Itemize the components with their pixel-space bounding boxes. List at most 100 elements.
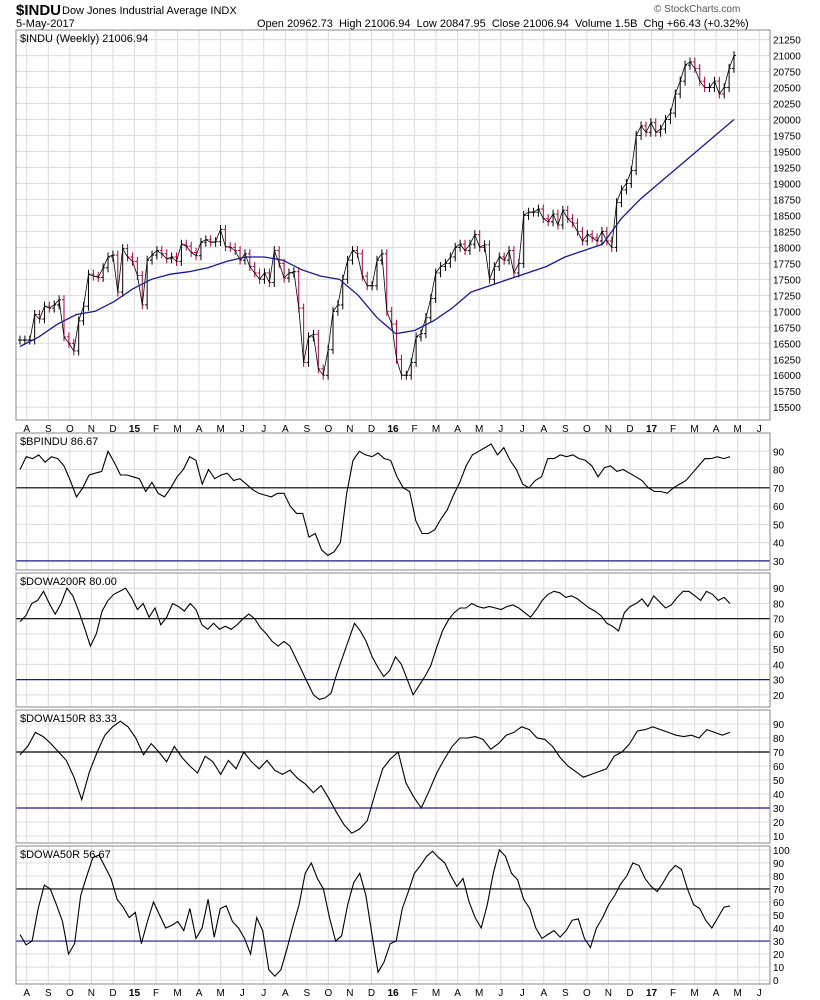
y-tick-label: 16750	[773, 323, 801, 334]
x-tick-label: J	[261, 424, 266, 435]
y-tick-label: 50	[773, 645, 785, 656]
x-tick-label: M	[173, 988, 181, 999]
y-tick-label: 15750	[773, 387, 801, 398]
y-tick-label: 19750	[773, 131, 801, 142]
x-tick-label: N	[605, 424, 612, 435]
x-tick-label: A	[713, 988, 720, 999]
y-tick-label: 16000	[773, 371, 801, 382]
y-tick-label: 50	[773, 776, 785, 787]
x-tick-label: M	[475, 424, 483, 435]
y-tick-label: 17250	[773, 291, 801, 302]
x-tick-label: A	[454, 988, 461, 999]
y-tick-label: 90	[773, 720, 785, 731]
brand-credit: © StockCharts.com	[654, 4, 741, 15]
y-tick-label: 70	[773, 748, 785, 759]
y-tick-label: 90	[773, 447, 785, 458]
panel-label: $INDU (Weekly) 21006.94	[20, 33, 148, 45]
x-tick-label: M	[432, 424, 440, 435]
x-tick-label: N	[88, 988, 95, 999]
x-tick-label: N	[346, 424, 353, 435]
y-tick-label: 19500	[773, 147, 801, 158]
y-tick-label: 20250	[773, 100, 801, 111]
x-tick-label: S	[562, 424, 569, 435]
y-tick-label: 18500	[773, 211, 801, 222]
x-tick-label: M	[690, 424, 698, 435]
y-tick-label: 20	[773, 691, 785, 702]
x-tick-label: F	[670, 424, 676, 435]
x-tick-label: O	[324, 424, 332, 435]
x-tick-label: 15	[129, 424, 141, 435]
x-tick-label: J	[520, 988, 525, 999]
x-tick-label: D	[109, 424, 116, 435]
x-tick-label: S	[45, 424, 52, 435]
y-tick-label: 18000	[773, 243, 801, 254]
x-tick-label: O	[583, 988, 591, 999]
y-tick-label: 30	[773, 937, 785, 948]
x-tick-label: O	[324, 988, 332, 999]
y-tick-label: 17750	[773, 259, 801, 270]
y-tick-label: 30	[773, 804, 785, 815]
x-tick-label: F	[153, 988, 159, 999]
x-tick-label: N	[88, 424, 95, 435]
breadth-indicator-line	[19, 587, 731, 701]
panel-frame	[15, 845, 771, 985]
x-tick-label: O	[66, 424, 74, 435]
x-tick-label: A	[282, 988, 289, 999]
moving-average-line	[19, 119, 735, 348]
x-tick-label: S	[45, 988, 52, 999]
x-tick-label: N	[605, 988, 612, 999]
y-tick-label: 18750	[773, 195, 801, 206]
y-tick-label: 21000	[773, 52, 801, 63]
x-tick-label: F	[411, 988, 417, 999]
y-tick-label: 50	[773, 911, 785, 922]
x-tick-label: M	[734, 424, 742, 435]
y-tick-label: 90	[773, 584, 785, 595]
y-tick-label: 60	[773, 898, 785, 909]
y-tick-label: 80	[773, 734, 785, 745]
y-tick-label: 80	[773, 599, 785, 610]
x-tick-label: D	[109, 988, 116, 999]
y-tick-label: 40	[773, 660, 785, 671]
x-tick-label: M	[475, 988, 483, 999]
panel-label: $BPINDU 86.67	[20, 436, 98, 448]
x-tick-label: J	[498, 424, 503, 435]
x-tick-label: D	[368, 988, 375, 999]
panel-frame	[15, 29, 771, 421]
breadth-indicator-line	[19, 443, 731, 557]
x-tick-label: J	[240, 988, 245, 999]
x-tick-label: 15	[129, 988, 141, 999]
y-tick-label: 20	[773, 818, 785, 829]
x-tick-label: S	[562, 988, 569, 999]
x-tick-label: F	[411, 424, 417, 435]
panel-label: $DOWA200R 80.00	[20, 576, 117, 588]
y-tick-label: 80	[773, 466, 785, 477]
y-tick-label: 50	[773, 520, 785, 531]
y-tick-label: 40	[773, 924, 785, 935]
quote-date: 5-May-2017	[16, 18, 75, 30]
y-tick-label: 60	[773, 762, 785, 773]
y-tick-label: 70	[773, 885, 785, 896]
y-tick-label: 70	[773, 484, 785, 495]
x-tick-label: D	[368, 424, 375, 435]
y-tick-label: 70	[773, 615, 785, 626]
y-tick-label: 60	[773, 630, 785, 641]
y-tick-label: 10	[773, 832, 785, 843]
y-tick-label: 21250	[773, 36, 801, 47]
x-tick-label: A	[196, 424, 203, 435]
x-tick-label: F	[153, 424, 159, 435]
x-tick-label: J	[261, 988, 266, 999]
y-tick-label: 16500	[773, 339, 801, 350]
y-tick-label: 19000	[773, 179, 801, 190]
breadth-indicator-line	[19, 720, 731, 834]
y-tick-label: 17500	[773, 275, 801, 286]
x-tick-label: D	[626, 988, 633, 999]
x-tick-label: 16	[387, 988, 399, 999]
symbol-title: $INDU	[16, 2, 62, 19]
x-tick-label: M	[690, 988, 698, 999]
x-tick-label: O	[583, 424, 591, 435]
panel-frame	[15, 709, 771, 844]
y-tick-label: 19250	[773, 163, 801, 174]
y-tick-label: 60	[773, 502, 785, 513]
y-tick-label: 20500	[773, 84, 801, 95]
ohlc-quote: Open 20962.73 High 21006.94 Low 20847.95…	[257, 18, 749, 30]
